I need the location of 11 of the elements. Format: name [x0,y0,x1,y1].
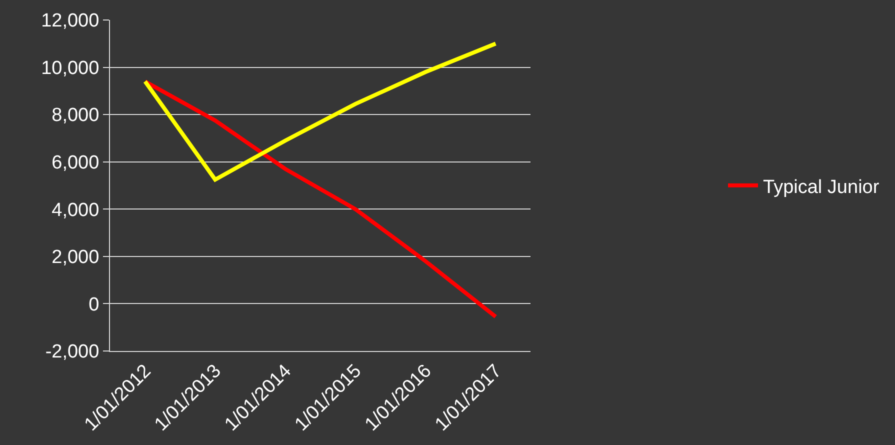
y-tick-label: -2,000 [45,342,100,363]
y-tick-label: 0 [88,294,100,316]
line-series [143,79,498,319]
y-tick-label: 6,000 [52,152,100,174]
y-tick-label: 4,000 [52,200,100,221]
legend-label: Typical Junior [763,176,880,198]
y-tick-label: 2,000 [52,247,100,268]
y-tick-label: 10,000 [41,58,100,79]
line-series [143,42,498,182]
y-tick-label: 8,000 [52,105,100,126]
y-tick-label: 12,000 [41,10,100,32]
